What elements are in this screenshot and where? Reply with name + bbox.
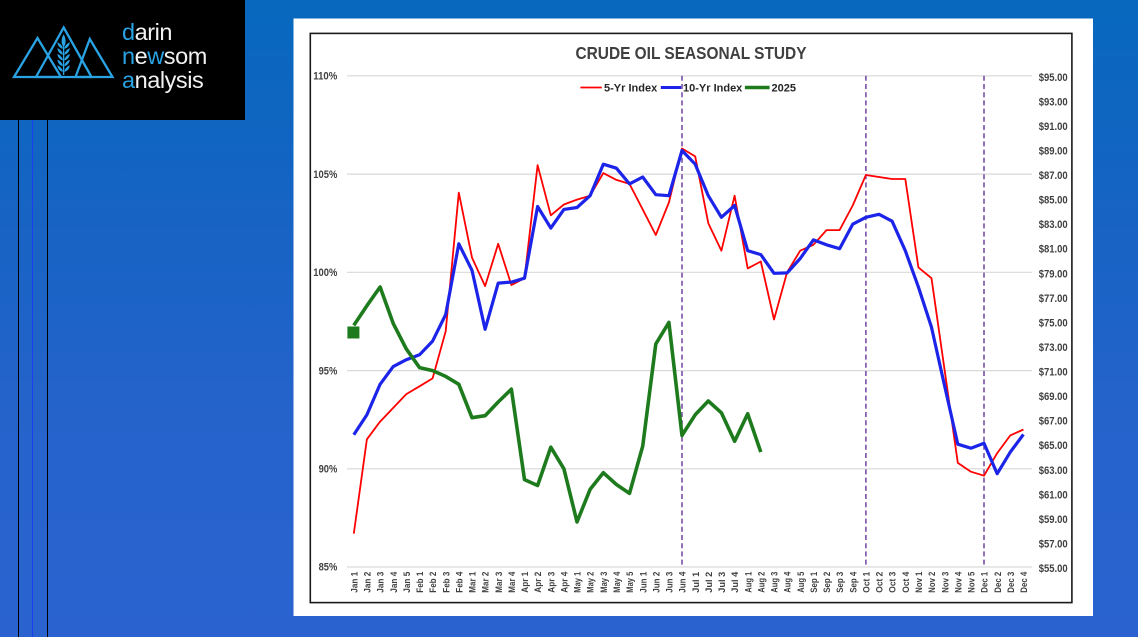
svg-text:90%: 90% [319, 464, 338, 476]
svg-text:$87.00: $87.00 [1039, 170, 1068, 182]
svg-text:105%: 105% [313, 169, 337, 181]
svg-text:10-Yr Index: 10-Yr Index [683, 82, 743, 94]
svg-text:May 4: May 4 [612, 571, 623, 593]
svg-text:85%: 85% [319, 562, 338, 574]
svg-text:$75.00: $75.00 [1039, 317, 1068, 329]
svg-text:$85.00: $85.00 [1039, 195, 1068, 207]
svg-text:Oct 4: Oct 4 [901, 571, 912, 593]
svg-text:$77.00: $77.00 [1039, 293, 1068, 305]
svg-text:Aug 3: Aug 3 [770, 572, 781, 593]
svg-text:$93.00: $93.00 [1039, 96, 1068, 108]
svg-text:Jun 1: Jun 1 [638, 571, 649, 593]
svg-text:Apr 4: Apr 4 [560, 571, 571, 593]
svg-text:$63.00: $63.00 [1039, 465, 1068, 477]
svg-text:Jul 3: Jul 3 [717, 572, 728, 593]
svg-text:Jan 1: Jan 1 [349, 571, 360, 593]
svg-text:Jul 2: Jul 2 [704, 572, 715, 593]
svg-text:Sep 1: Sep 1 [809, 571, 820, 593]
svg-text:CRUDE OIL SEASONAL STUDY: CRUDE OIL SEASONAL STUDY [576, 43, 807, 63]
svg-text:Sep 3: Sep 3 [835, 572, 846, 593]
svg-text:Aug 2: Aug 2 [756, 572, 767, 593]
svg-text:Nov 5: Nov 5 [967, 571, 978, 593]
svg-text:Feb 4: Feb 4 [454, 571, 465, 593]
svg-text:$55.00: $55.00 [1039, 563, 1068, 575]
svg-text:$91.00: $91.00 [1039, 121, 1068, 133]
svg-text:$89.00: $89.00 [1039, 146, 1068, 158]
svg-text:May 1: May 1 [573, 571, 584, 593]
svg-text:Apr 3: Apr 3 [546, 572, 557, 593]
svg-text:$67.00: $67.00 [1039, 416, 1068, 428]
svg-text:100%: 100% [313, 267, 337, 279]
svg-text:Aug 4: Aug 4 [783, 571, 794, 593]
svg-text:Aug 1: Aug 1 [743, 571, 754, 593]
svg-text:Jun 4: Jun 4 [678, 571, 689, 593]
svg-text:$57.00: $57.00 [1039, 539, 1068, 551]
svg-text:Mar 3: Mar 3 [494, 572, 505, 593]
svg-text:95%: 95% [319, 365, 338, 377]
svg-text:$83.00: $83.00 [1039, 219, 1068, 231]
svg-text:Oct 3: Oct 3 [888, 572, 899, 593]
svg-text:$61.00: $61.00 [1039, 489, 1068, 501]
svg-text:Nov 4: Nov 4 [953, 571, 964, 593]
svg-text:May 2: May 2 [586, 572, 597, 593]
svg-text:Apr 1: Apr 1 [520, 571, 531, 593]
svg-text:2025: 2025 [772, 82, 796, 94]
svg-text:$81.00: $81.00 [1039, 244, 1068, 256]
svg-text:May 5: May 5 [625, 571, 636, 593]
svg-text:Dec 4: Dec 4 [1019, 571, 1030, 593]
svg-text:Sep 4: Sep 4 [848, 571, 859, 593]
svg-text:Mar 1: Mar 1 [468, 571, 479, 593]
svg-text:Apr 2: Apr 2 [533, 572, 544, 593]
svg-text:$65.00: $65.00 [1039, 440, 1068, 452]
svg-text:Feb 2: Feb 2 [428, 572, 439, 593]
svg-text:Oct 1: Oct 1 [862, 571, 873, 593]
svg-text:Dec 2: Dec 2 [993, 572, 1004, 593]
svg-text:$95.00: $95.00 [1039, 72, 1068, 84]
svg-text:Feb 3: Feb 3 [441, 572, 452, 593]
svg-text:Mar 4: Mar 4 [507, 571, 518, 593]
svg-text:5-Yr Index: 5-Yr Index [604, 82, 658, 94]
svg-text:Dec 3: Dec 3 [1006, 572, 1017, 593]
svg-text:$73.00: $73.00 [1039, 342, 1068, 354]
svg-text:Jul 1: Jul 1 [691, 571, 702, 593]
svg-text:$71.00: $71.00 [1039, 367, 1068, 379]
svg-text:Jan 4: Jan 4 [389, 571, 400, 593]
svg-text:Jun 2: Jun 2 [651, 572, 662, 593]
svg-text:Dec 1: Dec 1 [980, 571, 991, 593]
svg-text:Aug 5: Aug 5 [796, 571, 807, 593]
svg-text:Nov 2: Nov 2 [927, 572, 938, 593]
svg-text:110%: 110% [313, 71, 337, 83]
svg-text:Jul 4: Jul 4 [730, 571, 741, 593]
svg-text:Nov 1: Nov 1 [914, 571, 925, 593]
svg-text:$59.00: $59.00 [1039, 514, 1068, 526]
svg-text:Jun 3: Jun 3 [665, 572, 676, 593]
svg-text:Nov 3: Nov 3 [940, 572, 951, 593]
svg-text:Jan 5: Jan 5 [402, 571, 413, 593]
svg-text:$69.00: $69.00 [1039, 391, 1068, 403]
svg-text:Oct 2: Oct 2 [875, 572, 886, 593]
svg-text:Jan 3: Jan 3 [376, 572, 387, 593]
svg-text:May 3: May 3 [599, 572, 610, 593]
svg-text:$79.00: $79.00 [1039, 268, 1068, 280]
svg-text:Mar 2: Mar 2 [481, 572, 492, 593]
svg-text:Feb 1: Feb 1 [415, 571, 426, 593]
svg-text:Sep 2: Sep 2 [822, 572, 833, 593]
svg-text:Jan 2: Jan 2 [363, 572, 374, 593]
